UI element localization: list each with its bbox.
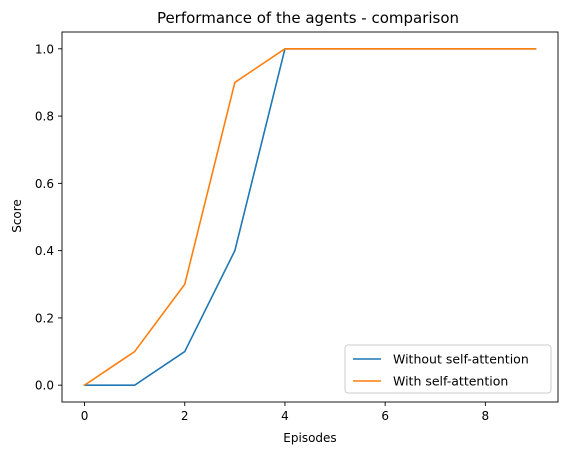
series-line-1 <box>83 48 537 386</box>
y-tick-label: 0.2 <box>35 311 54 325</box>
legend-label: Without self-attention <box>393 352 529 367</box>
y-tick-label: 0.6 <box>35 177 54 191</box>
x-tick-label: 6 <box>381 409 389 423</box>
y-tick-label: 0.0 <box>35 379 54 393</box>
y-axis-label: Score <box>10 199 24 233</box>
axes-frame <box>61 31 559 403</box>
x-tick-label: 4 <box>281 409 289 423</box>
legend: Without self-attention With self-attentio… <box>344 344 552 394</box>
x-tick-label: 0 <box>81 409 89 423</box>
y-axis: 0.0 0.2 0.4 0.6 0.8 1.0 <box>35 42 62 393</box>
chart-title: Performance of the agents - comparison <box>157 9 459 27</box>
x-axis: 0 2 4 6 8 <box>81 402 489 423</box>
x-tick-label: 2 <box>181 409 189 423</box>
y-tick-label: 0.4 <box>35 244 54 258</box>
y-tick-label: 0.8 <box>35 110 54 124</box>
x-tick-label: 8 <box>482 409 490 423</box>
series-line-2 <box>83 48 537 387</box>
x-axis-label: Episodes <box>283 431 336 445</box>
legend-box <box>344 344 552 394</box>
plot-area <box>83 48 537 387</box>
y-tick-label: 1.0 <box>35 42 54 56</box>
legend-label: With self-attention <box>393 374 508 389</box>
